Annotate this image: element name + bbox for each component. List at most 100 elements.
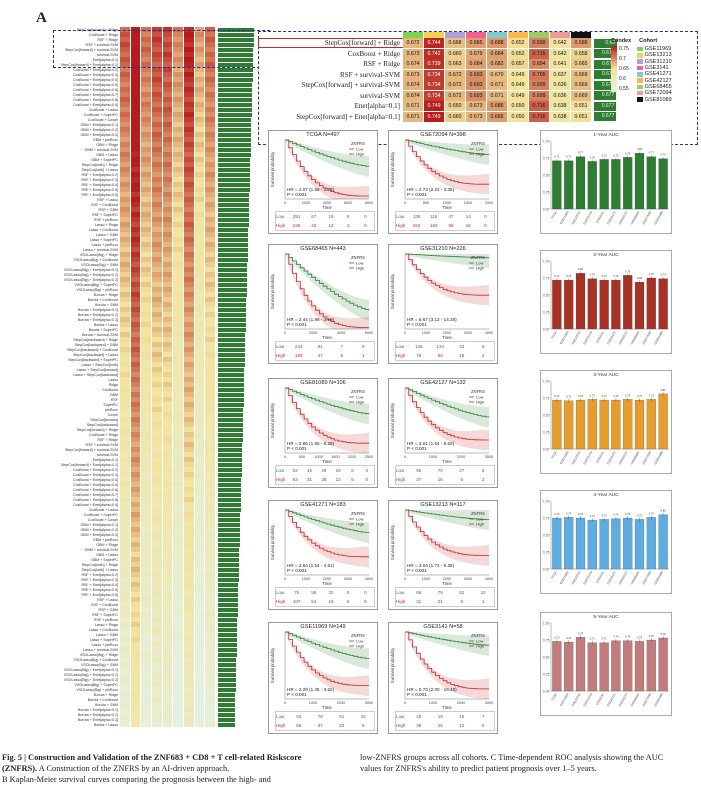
heatmap-mean-bar [218,362,245,367]
heatmap-cells [120,197,217,202]
heatmap-cell [173,657,185,662]
heatmap-cell [141,67,153,72]
heatmap-row: RSF + Enet[alpha=0.3] [38,577,258,582]
scale-tick: 0.65 [619,66,629,72]
heatmap-cell [130,282,142,287]
heatmap-mean-bar [218,402,244,407]
heatmap-row: RSF + GBM [38,207,258,212]
heatmap-cell [141,107,153,112]
cindex-cell: 0.734 [424,69,445,80]
heatmap-cell [194,117,206,122]
heatmap-cell [130,477,142,482]
heatmap-cells [120,587,217,592]
heatmap-model-label: StepCox[forward] [90,417,118,422]
heatmap-cell [184,452,195,457]
heatmap-cell [162,57,174,62]
heatmap-cell [194,537,206,542]
heatmap-mean-bar [218,182,250,187]
heatmap-cell [152,327,163,332]
heatmap-model-label: Lasso + plsRcox [91,642,118,647]
heatmap-model-label: StepCox[backward] + Lasso [73,352,118,357]
heatmap-cell [120,42,131,47]
legend-high-label: High [356,152,364,157]
auc-bar [587,399,597,450]
auc-value-label: 0.75 [578,512,584,516]
heatmap-cell [205,462,217,467]
heatmap-cell [194,697,206,702]
heatmap-row: RSF [38,397,258,402]
heatmap-cell [152,102,163,107]
heatmap-mean-bar [218,597,239,602]
heatmap-cell [162,92,174,97]
heatmap-cell [152,657,163,662]
heatmap-cell [162,637,174,642]
heatmap-cell [152,462,163,467]
heatmap-cell [162,717,174,722]
heatmap-cell [152,222,163,227]
heatmap-cell [141,37,153,42]
heatmap-cell [120,72,131,77]
high-group-curve [285,509,369,558]
heatmap-cell [173,542,185,547]
heatmap-cell [120,542,131,547]
heatmap-cells [120,592,217,597]
heatmap-cell [173,392,185,397]
heatmap-model-label: VSOLasso(Big) + Enet[alpha=0.2] [63,672,118,677]
heatmap-cell [205,497,217,502]
heatmap-cell [130,487,142,492]
heatmap-cell [184,362,195,367]
heatmap-cells [120,222,217,227]
heatmap-cell [141,467,153,472]
x-tick-label: 2000 [443,577,451,581]
heatmap-cells [120,532,217,537]
heatmap-cell [173,212,185,217]
heatmap-model-label: VSOLasso(Big) + GBM [80,662,118,667]
risk-count: 0 [361,344,365,349]
heatmap-cell [184,352,195,357]
heatmap-cell [152,257,163,262]
heatmap-cell [141,367,153,372]
heatmap-cell [194,487,206,492]
cohort-tick-label: GSE81089 [653,210,664,225]
x-axis-label: Time [322,335,332,340]
heatmap-cell [184,52,195,57]
cindex-cell: 0.652 [508,48,529,59]
heatmap-cell [152,637,163,642]
heatmap-cells [120,607,217,612]
panel-a-heatmap: StepCox[forward] + Ridge CoxBoost + Ridge… [38,27,258,741]
heatmap-cell [141,377,153,382]
heatmap-cell [184,167,195,172]
auc-value-label: 0.76 [566,511,572,515]
heatmap-cell [130,427,142,432]
heatmap-cell [173,462,185,467]
caption-right-1: low-ZNFRS groups across all cohorts. [360,753,489,762]
heatmap-cell [173,352,185,357]
heatmap-cells [120,102,217,107]
heatmap-cell [194,162,206,167]
heatmap-cell [120,222,131,227]
heatmap-cell [194,362,206,367]
risk-count: 246 [292,223,301,228]
heatmap-mean-bar [218,27,254,32]
risk-count: 7 [340,344,343,349]
heatmap-cells [120,207,217,212]
heatmap-cell [194,287,206,292]
heatmap-cell [173,582,185,587]
heatmap-row: RSF + Enet[alpha=0.4] [38,182,258,187]
risk-count: 148 [414,344,423,349]
auc-value-label: 0.69 [637,276,643,280]
heatmap-model-label: GBM + Ridge [96,142,118,147]
heatmap-cell [194,172,206,177]
cindex-cell: 0.638 [550,101,571,112]
heatmap-cell [120,722,131,727]
heatmap-model-label: plsRcox [105,407,118,412]
legend-low-label: Low [476,395,483,400]
heatmap-cell [173,517,185,522]
heatmap-cell [173,412,185,417]
heatmap-cell [184,27,195,32]
y-axis-label: Survival probability [270,151,275,187]
heatmap-cell [152,642,163,647]
heatmap-cell [205,622,217,627]
heatmap-cells [120,92,217,97]
risk-count: 12 [459,723,465,728]
